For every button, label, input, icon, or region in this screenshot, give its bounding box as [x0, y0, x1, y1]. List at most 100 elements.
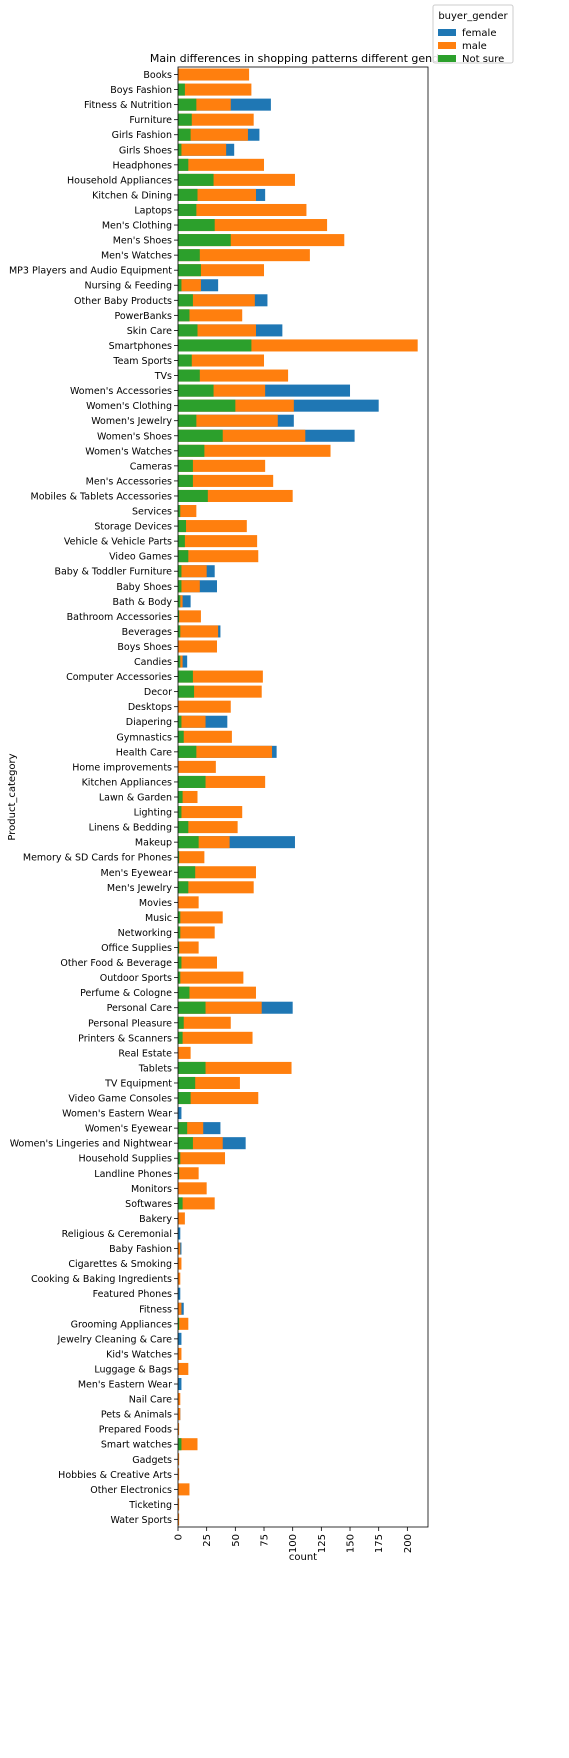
- bar: [178, 911, 181, 924]
- y-tick-label: Memory & SD Cards for Phones: [23, 853, 172, 864]
- bar: [178, 1107, 182, 1120]
- bar: [178, 1362, 189, 1375]
- y-tick-label: Skin Care: [127, 326, 172, 337]
- bar: [178, 986, 256, 999]
- bar: [178, 203, 307, 217]
- y-tick-label: Household Appliances: [67, 175, 172, 186]
- bar: [178, 249, 310, 262]
- y-tick-label: Music: [145, 913, 172, 924]
- bar: [178, 1302, 182, 1315]
- y-tick-label: Books: [143, 70, 172, 81]
- bar: [178, 143, 182, 156]
- bar: [178, 941, 180, 954]
- bar: [178, 1061, 292, 1074]
- y-tick-label: Baby & Toddler Furniture: [54, 567, 172, 578]
- bar: [178, 1016, 184, 1029]
- y-tick-label: Headphones: [112, 160, 172, 171]
- bar: [178, 1272, 181, 1285]
- bar: [178, 520, 187, 533]
- y-tick-label: Smart watches: [101, 1440, 172, 1451]
- y-tick-label: Women's Lingeries and Nightwear: [10, 1139, 172, 1150]
- y-tick-label: TVs: [154, 371, 172, 382]
- bar: [178, 926, 215, 939]
- bar: [178, 790, 198, 804]
- y-tick-label: Other Food & Beverage: [60, 958, 172, 969]
- y-tick-label: Kid's Watches: [106, 1349, 172, 1360]
- bar: [178, 1152, 181, 1165]
- bar: [178, 941, 199, 954]
- y-tick-label: Vehicle & Vehicle Parts: [64, 537, 172, 548]
- bar: [178, 505, 181, 518]
- bar: [178, 610, 180, 623]
- y-tick-label: Video Games: [109, 552, 172, 563]
- y-tick-label: Team Sports: [112, 356, 172, 367]
- bar: [178, 369, 289, 382]
- y-tick-label: Beverages: [122, 627, 172, 638]
- bar: [178, 188, 198, 201]
- x-tick-label: 50: [231, 1534, 242, 1547]
- y-tick-label: Nursing & Feeding: [85, 281, 172, 292]
- y-tick-label: Makeup: [135, 838, 172, 849]
- bar: [178, 881, 254, 894]
- y-tick-label: Movies: [139, 898, 172, 909]
- bar: [178, 550, 259, 563]
- y-tick-label: Water Sports: [110, 1515, 172, 1526]
- bar: [178, 1046, 191, 1059]
- bar: [178, 911, 223, 924]
- bar: [178, 640, 217, 653]
- bar: [178, 655, 181, 668]
- bar: [178, 83, 185, 96]
- bar: [178, 219, 215, 232]
- y-tick-label: PowerBanks: [114, 311, 172, 322]
- bar: [178, 1167, 199, 1180]
- bar: [178, 851, 205, 864]
- y-tick-label: Women's Jewelry: [91, 416, 172, 427]
- y-tick-label: Boys Fashion: [110, 85, 172, 96]
- bar: [178, 866, 256, 879]
- x-tick-label: 125: [317, 1534, 328, 1553]
- bar: [178, 414, 197, 427]
- bar: [178, 354, 265, 367]
- bar: [178, 565, 207, 578]
- bar: [178, 1061, 206, 1074]
- y-tick-label: Men's Clothing: [102, 221, 172, 232]
- y-tick-label: Kitchen & Dining: [92, 190, 172, 201]
- bar: [178, 113, 254, 126]
- bar: [178, 1137, 193, 1150]
- bar: [178, 414, 278, 427]
- y-tick-label: Women's Watches: [85, 446, 172, 457]
- y-tick-label: Grooming Appliances: [71, 1319, 172, 1330]
- bar: [178, 219, 328, 232]
- bar: [178, 836, 199, 849]
- bar: [178, 203, 197, 217]
- bar: [178, 1347, 182, 1360]
- bar: [178, 670, 193, 683]
- bar: [178, 535, 258, 548]
- bar: [178, 580, 182, 593]
- x-tick-label: 200: [403, 1534, 414, 1553]
- bar: [178, 158, 265, 171]
- bar: [178, 625, 219, 638]
- y-tick-label: Candies: [134, 657, 172, 668]
- bar: [178, 98, 197, 111]
- bar: [178, 279, 182, 292]
- bar: [178, 294, 255, 307]
- bar: [178, 535, 185, 548]
- legend-label: female: [462, 28, 496, 39]
- y-tick-label: Women's Eastern Wear: [62, 1109, 172, 1120]
- y-tick-label: Prepared Foods: [99, 1425, 172, 1436]
- bar: [178, 309, 243, 322]
- y-tick-label: Tablets: [138, 1063, 172, 1074]
- y-tick-label: Jewelry Cleaning & Care: [56, 1334, 172, 1345]
- bar: [178, 1438, 198, 1451]
- y-tick-label: Religious & Ceremonial: [62, 1229, 172, 1240]
- y-tick-label: Perfume & Cologne: [80, 988, 172, 999]
- y-tick-label: Luggage & Bags: [94, 1364, 172, 1375]
- y-tick-label: Bakery: [139, 1214, 172, 1225]
- bar: [178, 1031, 183, 1044]
- bar: [178, 520, 247, 533]
- bar: [178, 279, 201, 292]
- bar: [178, 745, 273, 758]
- bar: [178, 1197, 215, 1210]
- bar: [178, 986, 190, 999]
